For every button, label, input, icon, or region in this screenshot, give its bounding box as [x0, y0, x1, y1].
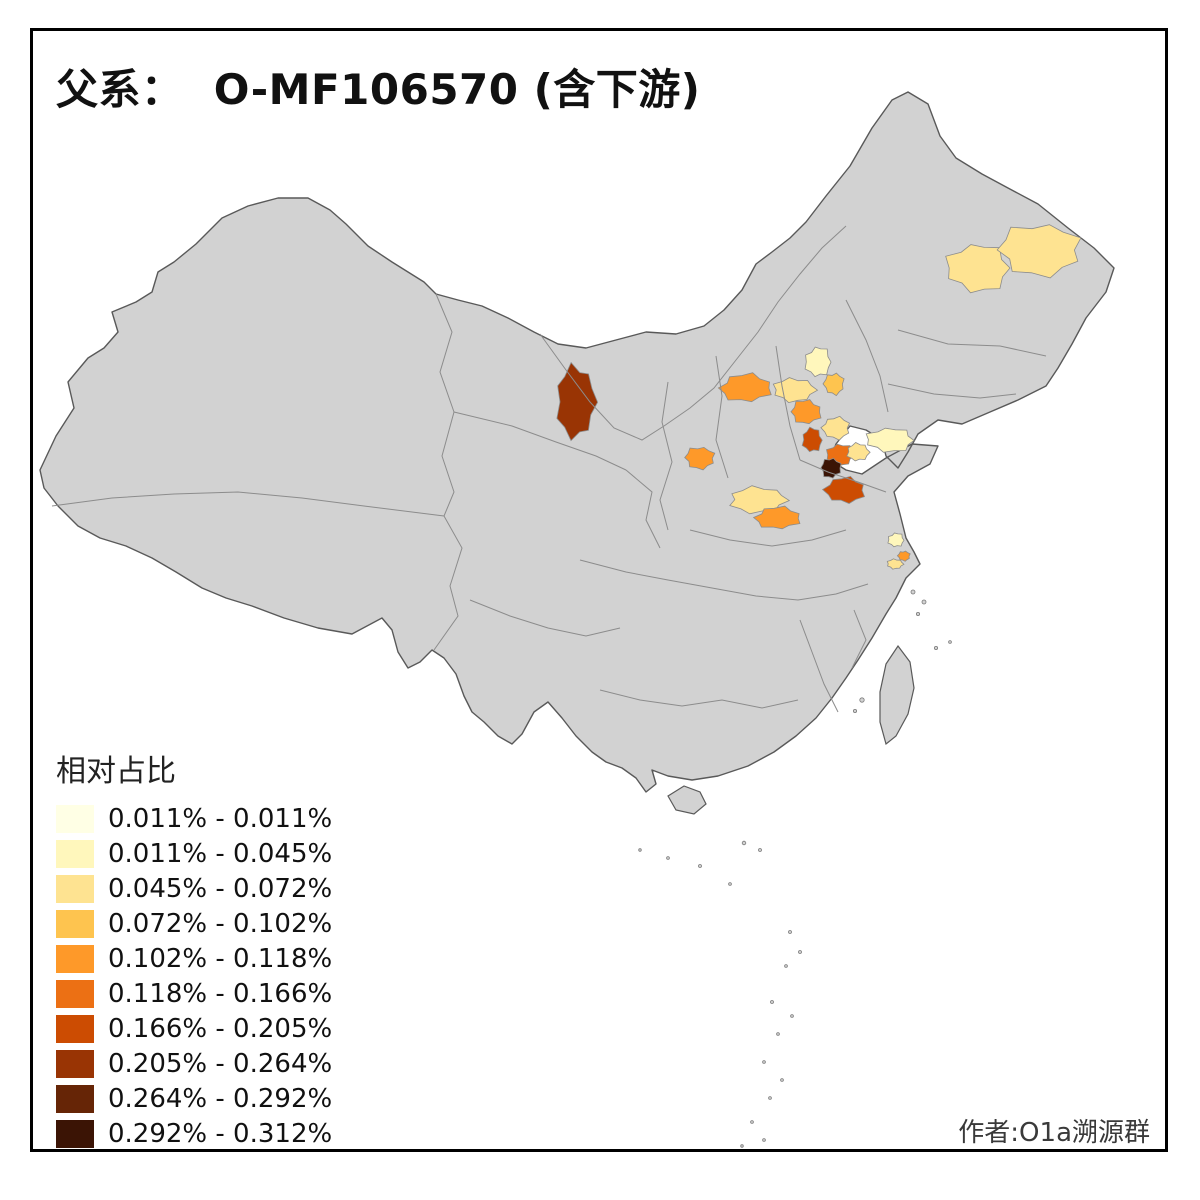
map-region-northeast-region-b [996, 224, 1082, 279]
legend-item: 0.011% - 0.045% [56, 839, 332, 869]
legend-item: 0.011% - 0.011% [56, 804, 332, 834]
legend-label: 0.264% - 0.292% [108, 1084, 333, 1114]
map-region-north-jiangsu-region [821, 475, 866, 504]
map-region-central-cluster-tan [846, 442, 871, 462]
hainan-island [667, 785, 707, 815]
legend: 相对占比 0.011% - 0.011% 0.011% - 0.045% 0.045… [56, 746, 332, 1154]
map-region-zhejiang-north-region [886, 558, 905, 570]
legend-item: 0.102% - 0.118% [56, 944, 332, 974]
figure-title: 父系： O-MF106570 (含下游) [56, 65, 701, 114]
map-region-south-jiangsu-region [887, 532, 905, 548]
map-region-henan-southeast-region [752, 505, 801, 530]
legend-item: 0.118% - 0.166% [56, 979, 332, 1009]
choropleth-regions [556, 224, 1082, 570]
province-borders [51, 225, 1047, 713]
legend-swatch [56, 1015, 94, 1043]
legend-label: 0.292% - 0.312% [108, 1119, 333, 1149]
legend-swatch [56, 910, 94, 938]
legend-items: 0.011% - 0.011% 0.011% - 0.045% 0.045% - 0… [56, 804, 332, 1149]
legend-label: 0.011% - 0.045% [108, 839, 333, 869]
map-region-central-cluster-pale [820, 415, 851, 441]
legend-label: 0.011% - 0.011% [108, 804, 333, 834]
legend-item: 0.292% - 0.312% [56, 1119, 332, 1149]
legend-label: 0.045% - 0.072% [108, 874, 333, 904]
map-region-shandong-peninsula-region [865, 427, 915, 453]
legend-label: 0.205% - 0.264% [108, 1049, 333, 1079]
map-region-central-cluster-orange [790, 399, 822, 425]
taiwan-island [879, 644, 915, 746]
legend-swatch [56, 840, 94, 868]
map-region-shaanxi-region [684, 446, 716, 471]
map-region-shanghai-region [896, 550, 911, 562]
offshore-islets [638, 589, 952, 1148]
legend-item: 0.166% - 0.205% [56, 1014, 332, 1044]
map-region-beijing-south-region [822, 372, 845, 397]
legend-label: 0.072% - 0.102% [108, 909, 333, 939]
legend-swatch [56, 805, 94, 833]
legend-swatch [56, 1050, 94, 1078]
map-region-ningxia-region [556, 361, 599, 442]
legend-label: 0.118% - 0.166% [108, 979, 333, 1009]
map-region-shanxi-region [717, 372, 772, 403]
legend-label: 0.166% - 0.205% [108, 1014, 333, 1044]
legend-swatch [56, 980, 94, 1008]
legend-label: 0.102% - 0.118% [108, 944, 333, 974]
map-region-darkest-region [820, 457, 842, 479]
legend-swatch [56, 1085, 94, 1113]
legend-item: 0.045% - 0.072% [56, 874, 332, 904]
author-credit: 作者:O1a溯源群 [958, 1118, 1150, 1148]
legend-item: 0.264% - 0.292% [56, 1084, 332, 1114]
legend-swatch [56, 1120, 94, 1148]
legend-item: 0.072% - 0.102% [56, 909, 332, 939]
legend-title: 相对占比 [56, 754, 176, 789]
map-region-beijing-region [804, 346, 832, 378]
legend-swatch [56, 945, 94, 973]
legend-swatch [56, 875, 94, 903]
map-region-central-cluster-dark-orange [801, 426, 823, 453]
map-region-northeast-region-a [945, 244, 1011, 294]
legend-item: 0.205% - 0.264% [56, 1049, 332, 1079]
mainland-outline [39, 91, 1115, 793]
